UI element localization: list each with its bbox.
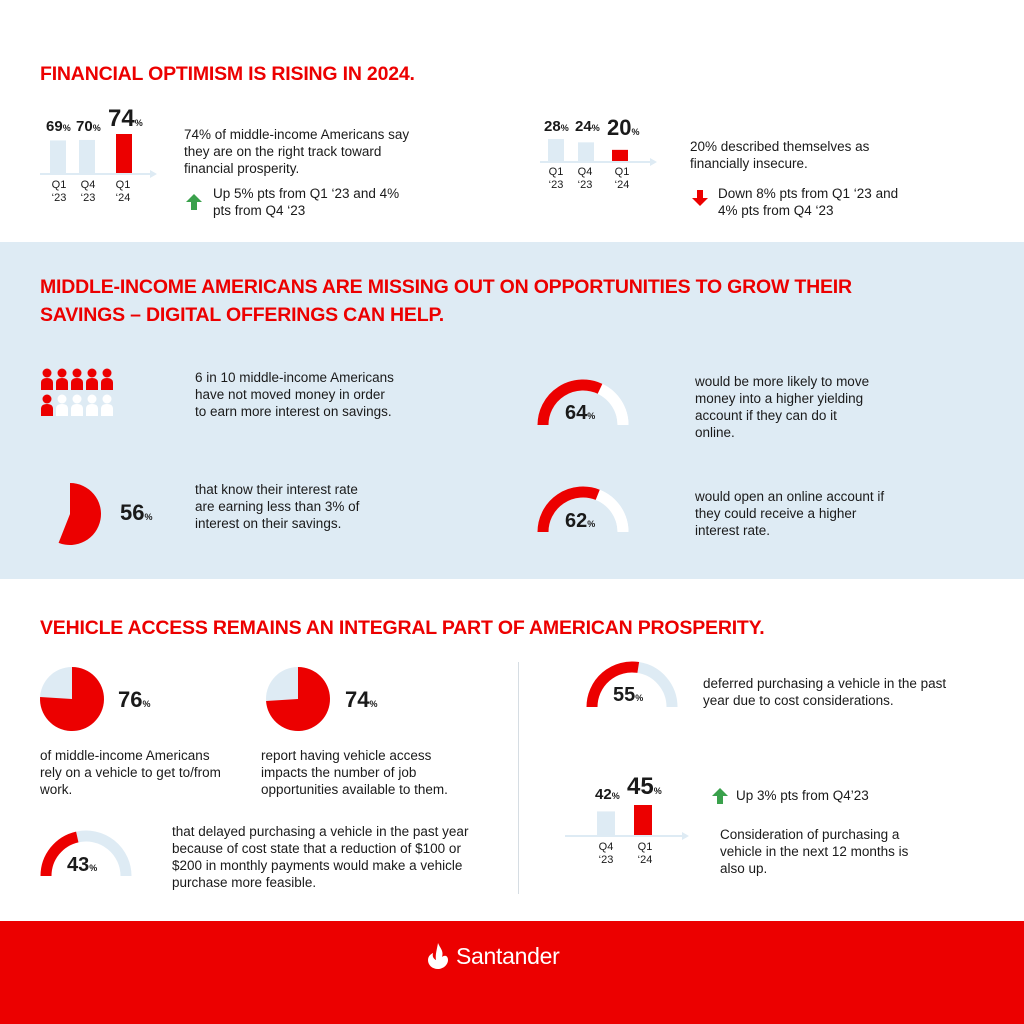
- gauge-fill: [537, 379, 603, 426]
- bar-0: [548, 139, 564, 162]
- gauge62-value: 62%: [565, 510, 596, 532]
- down-arrow-icon: [692, 190, 708, 206]
- tick-q1-23: Q1 ‘23: [51, 179, 67, 204]
- gauge-fill: [40, 831, 79, 877]
- insecure-change: Down 8% pts from Q1 ‘23 and 4% pts from …: [718, 186, 899, 218]
- gauge64-description: would be more likely to move money into …: [695, 374, 870, 440]
- gauge-remainder: [637, 662, 678, 708]
- axis-arrow-icon: [650, 158, 657, 166]
- pie-chart-74: [266, 667, 330, 731]
- gauge55-value: 55%: [613, 684, 644, 706]
- gauge64-value: 64%: [565, 402, 596, 424]
- bar-2: [116, 134, 132, 174]
- flame-icon: [428, 943, 448, 969]
- pie74-description: report having vehicle access impacts the…: [261, 748, 448, 797]
- pie-slice: [39, 667, 104, 731]
- section-title-vehicle: VEHICLE ACCESS REMAINS AN INTEGRAL PART …: [40, 617, 765, 639]
- section-title-optimism: FINANCIAL OPTIMISM IS RISING IN 2024.: [40, 63, 415, 85]
- gauge55-description: deferred purchasing a vehicle in the pas…: [703, 676, 947, 708]
- column-divider: [518, 662, 519, 894]
- gauge-43: [40, 830, 132, 877]
- pie-slice: [266, 667, 330, 731]
- insecure-description: 20% described themselves as financially …: [690, 139, 870, 171]
- person-icon: [86, 368, 98, 390]
- tick-q4-23-insecure: Q4 ‘23: [577, 166, 593, 191]
- person-icon: [71, 394, 83, 416]
- tick-q1-24-vehicle: Q1 ‘24: [637, 841, 653, 866]
- person-icon: [101, 394, 113, 416]
- gauge-55: [586, 661, 678, 708]
- axis-arrow-icon: [682, 832, 689, 840]
- section-title-savings-line1: MIDDLE-INCOME AMERICANS ARE MISSING OUT …: [40, 276, 852, 298]
- pie74-value: 74%: [345, 687, 378, 712]
- pie-slice: [58, 483, 101, 545]
- optimism-change: Up 5% pts from Q1 ‘23 and 4% pts from Q4…: [213, 186, 400, 218]
- bar-label-q4-23: 70%: [76, 118, 101, 135]
- tick-q1-24-insecure: Q1 ‘24: [614, 166, 630, 191]
- bar-label-q1-23-insecure: 28%: [544, 118, 569, 135]
- tick-q1-23-insecure: Q1 ‘23: [548, 166, 564, 191]
- pie56-description: that know their interest rate are earnin…: [195, 482, 360, 531]
- bar-label-q1-23: 69%: [46, 118, 71, 135]
- people-icon-grid: [40, 368, 116, 420]
- person-icon: [56, 394, 68, 416]
- bar-1: [578, 142, 594, 162]
- vehicle-change: Up 3% pts from Q4’23: [736, 788, 869, 803]
- bar-label-q1-24: 74%: [108, 105, 143, 132]
- footer-brand[interactable]: Santander: [456, 943, 560, 969]
- tick-q4-23: Q4 ‘23: [80, 179, 96, 204]
- bar-label-q1-24-insecure: 20%: [607, 115, 640, 140]
- up-arrow-icon: [712, 788, 728, 804]
- tick-q1-24: Q1 ‘24: [115, 179, 131, 204]
- bar-label-q4-23-vehicle: 42%: [595, 786, 620, 803]
- pie-chart-56: [39, 483, 101, 545]
- up-arrow-icon: [186, 194, 202, 210]
- bar-1: [79, 139, 95, 174]
- bar-2: [612, 149, 628, 162]
- person-icon: [56, 368, 68, 390]
- gauge-fill: [537, 486, 600, 533]
- gauge43-description: that delayed purchasing a vehicle in the…: [172, 824, 469, 890]
- footer: [0, 921, 1024, 1024]
- person-icon: [71, 368, 83, 390]
- gauge-remainder: [76, 830, 132, 877]
- pie56-value: 56%: [120, 500, 153, 525]
- bar-label-q4-23-insecure: 24%: [575, 118, 600, 135]
- axis-arrow-icon: [150, 170, 157, 178]
- person-icon: [41, 394, 53, 416]
- bar-0: [50, 140, 66, 174]
- gauge-remainder: [597, 383, 629, 426]
- savings-section-background: [0, 242, 1024, 579]
- pie-chart-76: [39, 667, 104, 731]
- people-description: 6 in 10 middle-income Americans have not…: [195, 370, 394, 419]
- pie76-description: of middle-income Americans rely on a veh…: [40, 748, 221, 797]
- gauge-fill: [586, 661, 640, 708]
- tick-q4-23-vehicle: Q4 ‘23: [598, 841, 614, 866]
- pie76-value: 76%: [118, 687, 151, 712]
- gauge-62: [537, 486, 629, 533]
- gauge43-value: 43%: [67, 854, 98, 876]
- person-icon: [101, 368, 113, 390]
- bar-label-q1-24-vehicle: 45%: [627, 773, 662, 800]
- gauge-remainder: [595, 489, 629, 533]
- person-icon: [86, 394, 98, 416]
- optimism-description: 74% of middle-income Americans say they …: [184, 127, 410, 176]
- bar-0: [597, 811, 615, 836]
- gauge62-description: would open an online account if they cou…: [695, 489, 885, 538]
- bar-1: [634, 805, 652, 836]
- person-icon: [41, 368, 53, 390]
- vehicle-consideration-description: Consideration of purchasing a vehicle in…: [720, 827, 909, 876]
- gauge-64: [537, 379, 629, 426]
- section-title-savings-line2: SAVINGS – DIGITAL OFFERINGS CAN HELP.: [40, 304, 444, 326]
